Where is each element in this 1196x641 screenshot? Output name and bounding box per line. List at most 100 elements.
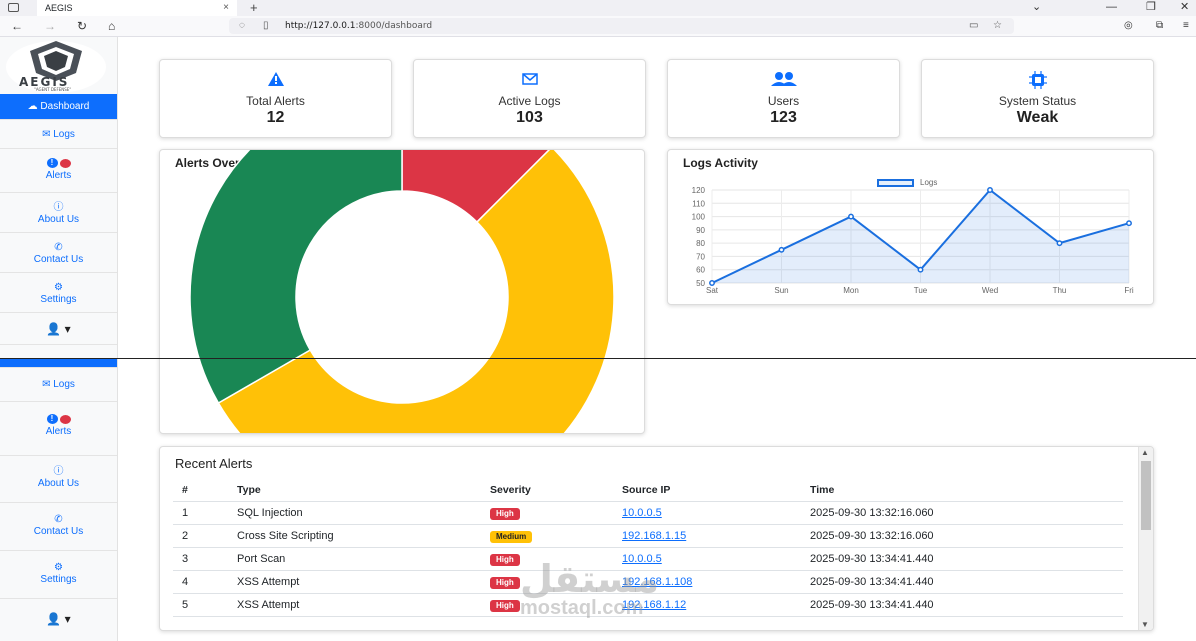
stat-label: System Status (998, 94, 1077, 108)
browser-tab[interactable]: AEGIS × (37, 0, 237, 16)
sidebar-item-settings[interactable]: ⚙ Settings (0, 551, 117, 599)
sidebar-item-dashboard-partial[interactable] (0, 359, 117, 368)
x-tick-label: Tue (914, 286, 928, 295)
extensions-icon[interactable]: ⧉ (1156, 20, 1164, 31)
shield-icon[interactable]: ◌ (239, 20, 245, 31)
account-icon[interactable]: ◎ (1124, 20, 1133, 31)
table-row[interactable]: 2 Cross Site Scripting Medium 192.168.1.15 2… (173, 524, 1123, 548)
back-icon[interactable]: ← (11, 19, 23, 33)
alerts-overview-card: Alerts Overview HighMediumLow (159, 149, 645, 434)
column-header: Time (801, 478, 1123, 502)
user-menu[interactable]: 👤 ▾ (0, 599, 117, 639)
source-ip-cell: 10.0.0.5 (613, 501, 801, 525)
tab-title: AEGIS (45, 3, 73, 13)
row-number: 1 (173, 501, 228, 525)
address-bar[interactable]: ◌ ▯ http://127.0.0.1:8000/dashboard ▭ ☆ (229, 18, 1014, 34)
minimize-icon[interactable]: — (1106, 1, 1117, 13)
x-tick-label: Thu (1053, 286, 1067, 295)
table-scrollbar[interactable]: ▲ ▼ (1138, 447, 1153, 630)
table-row[interactable]: 4 XSS Attempt High 192.168.1.108 2025-09-30 … (173, 570, 1123, 594)
legend-item[interactable]: Logs (877, 178, 937, 187)
logs-data-point[interactable] (987, 187, 993, 193)
restore-icon[interactable]: ❐ (1146, 1, 1156, 13)
source-ip-cell: 192.168.1.108 (613, 570, 801, 594)
sidebar-item-contact[interactable]: ✆ Contact Us (0, 233, 117, 273)
alerts-donut-chart (189, 150, 615, 433)
logs-data-point[interactable] (1056, 240, 1063, 247)
reader-view-icon[interactable]: ▭ (969, 20, 979, 31)
donut-slice-medium[interactable] (217, 150, 615, 433)
logs-icon: ✉ (42, 129, 51, 140)
stat-card-users: Users 123 (667, 59, 900, 138)
page-info-icon[interactable]: ▯ (263, 20, 269, 31)
y-tick-label: 50 (696, 279, 705, 288)
watermark: مستقل mostaql.com (520, 560, 659, 618)
sidebar-item-alerts[interactable]: ! Alerts (0, 402, 117, 456)
alert-type: Port Scan (228, 547, 481, 571)
donut-slice-low[interactable] (189, 150, 403, 405)
aegis-logo[interactable]: AEGIS "AGENT DEFENSE" (4, 37, 110, 93)
source-ip-link[interactable]: 192.168.1.108 (622, 576, 693, 588)
sidebar-item-label: Settings (40, 294, 77, 305)
home-icon[interactable]: ⌂ (108, 19, 116, 33)
sidebar-item-about[interactable]: ⓘ About Us (0, 193, 117, 233)
column-header: Source IP (613, 478, 801, 502)
severity-badge: High (490, 599, 520, 612)
logs-data-point[interactable] (1126, 220, 1132, 227)
logs-data-point[interactable] (848, 213, 854, 220)
table-row[interactable]: 1 SQL Injection High 10.0.0.5 2025-09-30 13:… (173, 501, 1123, 525)
watermark-arabic: مستقل (520, 557, 659, 601)
table-row[interactable]: 3 Port Scan High 10.0.0.5 2025-09-30 13:34:4… (173, 547, 1123, 571)
logs-icon: ✉ (42, 379, 51, 390)
url-text[interactable]: http://127.0.0.1:8000/dashboard (285, 18, 432, 34)
user-icon: 👤 ▾ (46, 322, 71, 336)
sidebar-item-settings[interactable]: ⚙ Settings (0, 273, 117, 313)
reload-icon[interactable]: ↻ (77, 19, 88, 33)
source-ip-link[interactable]: 10.0.0.5 (622, 553, 662, 565)
sidebar-item-logs[interactable]: ✉ Logs (0, 121, 117, 149)
tab-close-icon[interactable]: × (223, 2, 229, 13)
column-header: # (173, 478, 228, 502)
severity-cell: High (481, 547, 613, 571)
sidebar-item-contact[interactable]: ✆ Contact Us (0, 503, 117, 551)
logs-data-point[interactable] (917, 266, 924, 273)
sidebar-item-logs[interactable]: ✉ Logs (0, 368, 117, 402)
table-header-row: # Type Severity Source IP Time (173, 478, 1123, 502)
source-ip-cell: 10.0.0.5 (613, 547, 801, 571)
tab-list-icon[interactable] (8, 3, 19, 12)
source-ip-link[interactable]: 192.168.1.12 (622, 599, 687, 611)
severity-cell: Medium (481, 524, 613, 548)
tab-dropdown-icon[interactable]: ⌄ (1032, 1, 1042, 13)
sidebar-item-label: Contact Us (33, 526, 84, 537)
severity-cell: High (481, 570, 613, 594)
recent-alerts-table: # Type Severity Source IP Time 1 SQL Inje… (173, 478, 1123, 617)
alert-type: SQL Injection (228, 501, 481, 525)
scrollbar-thumb[interactable] (1141, 461, 1151, 530)
x-tick-label: Mon (843, 286, 859, 295)
line-legend: Logs (877, 178, 946, 187)
close-window-icon[interactable]: ✕ (1180, 1, 1190, 13)
scroll-up-icon[interactable]: ▲ (1141, 448, 1149, 457)
logs-data-point[interactable] (778, 246, 785, 253)
menu-icon[interactable]: ≡ (1183, 20, 1189, 31)
scroll-down-icon[interactable]: ▼ (1141, 620, 1149, 629)
forward-icon[interactable]: → (44, 19, 56, 33)
sidebar-item-dashboard[interactable]: ☁ Dashboard (0, 94, 117, 120)
row-number: 3 (173, 547, 228, 571)
donut-slice-high[interactable] (401, 150, 552, 224)
sidebar-item-about[interactable]: ⓘ About Us (0, 456, 117, 503)
y-tick-label: 100 (692, 213, 706, 222)
sidebar-item-alerts[interactable]: ! Alerts (0, 149, 117, 193)
table-row[interactable]: 5 XSS Attempt High 192.168.1.12 2025-09-30 1… (173, 593, 1123, 617)
logs-data-point[interactable] (709, 280, 715, 286)
source-ip-link[interactable]: 192.168.1.15 (622, 530, 687, 542)
user-menu[interactable]: 👤 ▾ (0, 313, 117, 345)
new-tab-button[interactable]: + (250, 0, 258, 15)
bookmark-star-icon[interactable]: ☆ (993, 20, 1002, 31)
logs-activity-title: Logs Activity (683, 156, 758, 170)
source-ip-link[interactable]: 10.0.0.5 (622, 507, 662, 519)
logs-area-fill (712, 190, 1129, 283)
alerts-icon: ! (0, 414, 117, 426)
sidebar-item-label: Alerts (45, 170, 72, 181)
sidebar-item-label: Alerts (45, 426, 72, 437)
